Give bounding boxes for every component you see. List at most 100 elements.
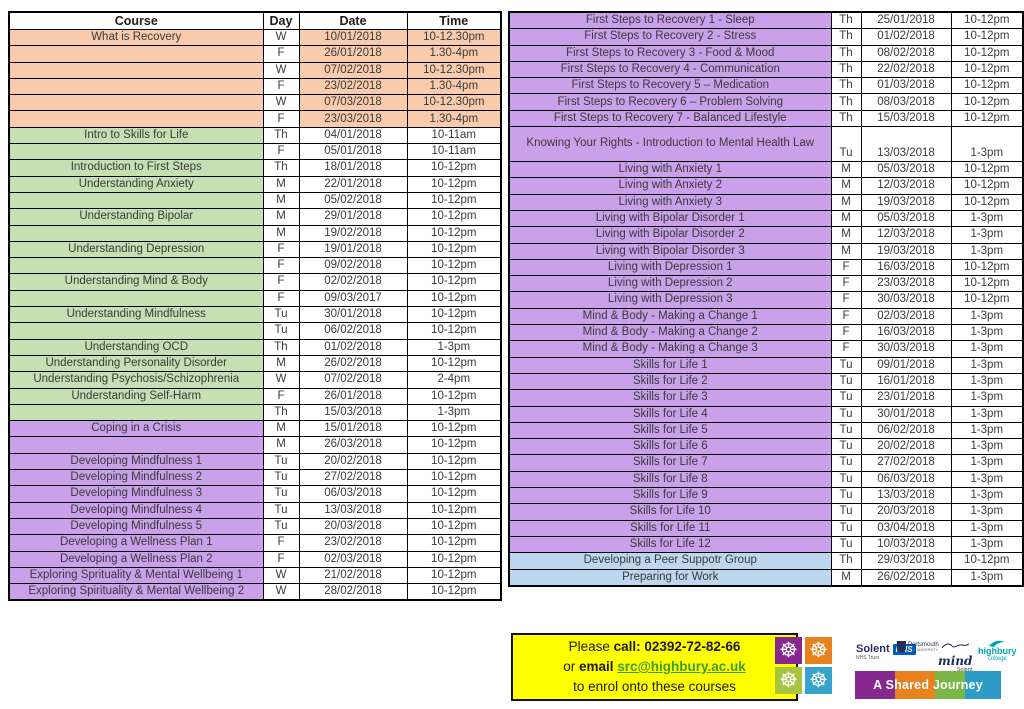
mind-solent-logo: mind Solent — [938, 637, 972, 674]
time-cell: 10-12pm — [406, 485, 502, 503]
day-cell: Tu — [262, 306, 300, 324]
time-cell: 1-3pm — [950, 421, 1024, 440]
date-cell: 16/01/2018 — [860, 372, 952, 391]
date-cell: 01/02/2018 — [298, 338, 408, 356]
date-cell: 16/03/2018 — [860, 324, 952, 342]
day-cell: Tu — [830, 470, 862, 489]
date-cell: 06/02/2018 — [298, 322, 408, 340]
table-row: Living with Depression 1 F 16/03/2018 10-12… — [508, 258, 1024, 277]
time-cell: 10-12pm — [406, 306, 502, 324]
table-row: Understanding Self-Harm F 26/01/2018 10-12p… — [8, 387, 502, 405]
time-cell: 10-12pm — [406, 517, 502, 536]
date-cell: 25/01/2018 — [860, 11, 952, 30]
day-cell: Th — [830, 44, 862, 62]
column-header-day: Day — [262, 11, 300, 30]
table-row: Mind & Body - Making a Change 3 F 30/03/20… — [508, 340, 1024, 358]
time-cell: 1-3pm — [950, 568, 1024, 587]
course-cell — [8, 94, 264, 112]
date-cell: 23/03/2018 — [860, 275, 952, 293]
table-row: Understanding Mind & Body F 02/02/2018 10-1… — [8, 273, 502, 291]
table-row: Skills for Life 3 Tu 23/01/2018 1-3pm — [508, 389, 1024, 407]
course-cell: Coping in a Crisis — [8, 420, 264, 438]
right-course-table: First Steps to Recovery 1 - Sleep Th 25/01… — [508, 11, 1024, 587]
time-cell: 1-3pm — [406, 338, 502, 356]
date-cell: 10/01/2018 — [298, 28, 408, 47]
table-row: Tu 06/02/2018 10-12pm — [8, 322, 502, 340]
time-cell: 10-12pm — [406, 420, 502, 438]
time-cell: 1-3pm — [950, 438, 1024, 456]
wheel-icon: ☸ — [779, 668, 798, 692]
day-cell: M — [830, 568, 862, 587]
day-cell: F — [262, 77, 300, 96]
solent-logo-subtext: NHS Trust — [856, 655, 880, 661]
email-link[interactable]: src@highbury.ac.uk — [617, 659, 746, 674]
table-row: Mind & Body - Making a Change 1 F 02/03/20… — [508, 307, 1024, 326]
table-row: Preparing for Work M 26/02/2018 1-3pm — [508, 568, 1024, 587]
banner-block-blue — [965, 671, 1001, 699]
date-cell: 06/03/2018 — [298, 485, 408, 503]
time-cell: 10-12pm — [950, 275, 1024, 293]
date-cell: 19/02/2018 — [298, 224, 408, 242]
time-cell: 10-11am — [406, 126, 502, 145]
time-cell: 10-12pm — [406, 257, 502, 275]
table-row: Developing Mindfulness 4 Tu 13/03/2018 10-1… — [8, 501, 502, 519]
wheel-square-green: ☸ — [775, 667, 802, 694]
day-cell: F — [262, 257, 300, 275]
date-cell: 22/02/2018 — [860, 60, 952, 79]
date-cell: 26/01/2018 — [298, 387, 408, 405]
day-cell: F — [262, 110, 300, 128]
course-cell: Developing Mindfulness 3 — [8, 485, 264, 503]
day-cell: F — [262, 289, 300, 308]
course-cell: What is Recovery — [8, 28, 264, 47]
date-cell: 15/01/2018 — [298, 420, 408, 438]
course-cell: Understanding Mindfulness — [8, 306, 264, 324]
table-row: Coping in a Crisis M 15/01/2018 10-12pm — [8, 420, 502, 438]
table-row: W 07/02/2018 10-12.30pm — [8, 61, 502, 79]
time-cell: 1-3pm — [950, 389, 1024, 407]
time-cell: 10-12pm — [950, 193, 1024, 211]
date-cell: 09/01/2018 — [860, 356, 952, 374]
day-cell: F — [262, 143, 300, 161]
date-cell: 19/01/2018 — [298, 240, 408, 259]
date-cell: 02/03/2018 — [860, 307, 952, 326]
course-cell: First Steps to Recovery 4 - Communicatio… — [508, 60, 832, 79]
table-row: First Steps to Recovery 6 – Problem Solv… — [508, 93, 1024, 111]
date-cell: 08/02/2018 — [860, 44, 952, 62]
time-cell: 1-3pm — [950, 209, 1024, 228]
table-row: Skills for Life 7 Tu 27/02/2018 1-3pm — [508, 454, 1024, 472]
time-cell: 10-12pm — [406, 534, 502, 552]
table-row: M 19/02/2018 10-12pm — [8, 224, 502, 242]
time-cell: 10-12pm — [406, 354, 502, 373]
table-row: Skills for Life 4 Tu 30/01/2018 1-3pm — [508, 405, 1024, 423]
date-cell: 09/02/2018 — [298, 257, 408, 275]
course-cell: Developing a Wellness Plan 2 — [8, 550, 264, 568]
course-cell: Skills for Life 5 — [508, 421, 832, 440]
contact-or-text: or — [563, 659, 580, 674]
table-row: Living with Bipolar Disorder 2 M 12/03/201… — [508, 226, 1024, 244]
table-row: Th 15/03/2018 1-3pm — [8, 403, 502, 422]
date-cell: 01/02/2018 — [860, 28, 952, 46]
course-cell: Understanding OCD — [8, 338, 264, 356]
date-cell: 19/03/2018 — [860, 193, 952, 211]
date-cell: 13/03/2018 — [860, 126, 952, 163]
date-cell: 16/03/2018 — [860, 258, 952, 277]
time-cell: 10-11am — [406, 143, 502, 161]
table-row: Developing Mindfulness 2 Tu 27/02/2018 10-1… — [8, 469, 502, 487]
day-cell: F — [830, 275, 862, 293]
time-cell: 10-12pm — [950, 109, 1024, 128]
wheel-icon: ☸ — [779, 638, 798, 662]
day-cell: F — [262, 387, 300, 405]
time-cell: 1-3pm — [950, 226, 1024, 244]
day-cell: M — [262, 191, 300, 210]
table-row: Living with Bipolar Disorder 1 M 05/03/201… — [508, 209, 1024, 228]
date-cell: 28/02/2018 — [298, 583, 408, 601]
day-cell: Tu — [830, 405, 862, 423]
day-cell: Th — [830, 93, 862, 111]
date-cell: 22/01/2018 — [298, 175, 408, 193]
date-cell: 09/03/2017 — [298, 289, 408, 308]
day-cell: F — [830, 258, 862, 277]
course-cell: Developing Mindfulness 5 — [8, 517, 264, 536]
table-row: Exploring Sprituality & Mental Wellbeing… — [8, 566, 502, 585]
date-cell: 04/01/2018 — [298, 126, 408, 145]
course-cell: Living with Bipolar Disorder 2 — [508, 226, 832, 244]
